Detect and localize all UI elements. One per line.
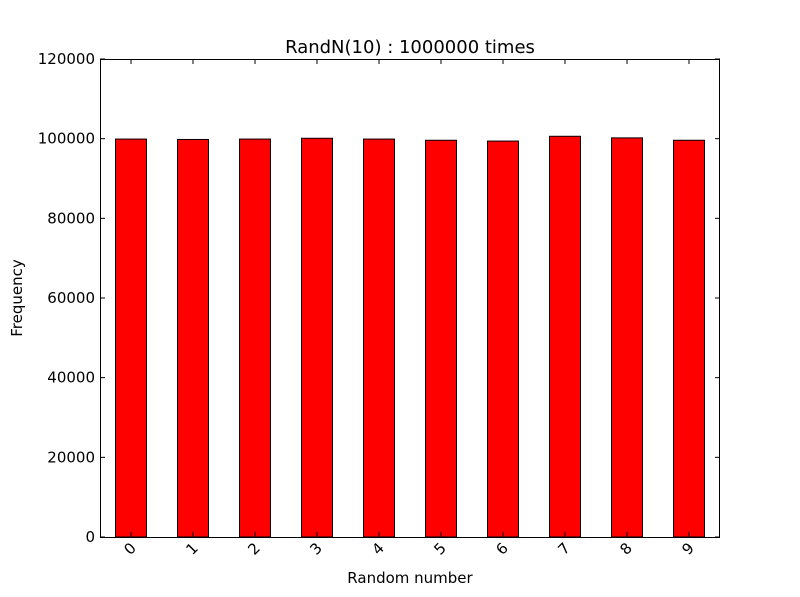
- y-tick-label: 120000: [38, 50, 95, 68]
- chart-title: RandN(10) : 1000000 times: [285, 37, 535, 58]
- x-tick-label: 0: [120, 539, 139, 558]
- y-tick-label: 40000: [47, 369, 95, 387]
- bar-2: [239, 138, 271, 538]
- y-tick-label: 20000: [47, 448, 95, 466]
- bars: [115, 135, 705, 538]
- x-tick-label: 4: [368, 539, 387, 558]
- y-tick-label: 100000: [38, 130, 95, 148]
- y-tick-label: 0: [85, 528, 95, 546]
- x-tick-label: 6: [492, 539, 511, 558]
- bar-7: [549, 135, 581, 538]
- plot-frame: [100, 59, 720, 538]
- bar-3: [301, 137, 333, 538]
- x-axis-label: Random number: [347, 569, 473, 587]
- y-tick-label: 80000: [47, 209, 95, 227]
- bar-4: [363, 138, 395, 538]
- x-tick-label: 9: [678, 539, 697, 558]
- bar-9: [673, 139, 705, 538]
- y-tick-label: 60000: [47, 289, 95, 307]
- bar-8: [611, 137, 643, 538]
- y-axis-label: Frequency: [8, 259, 26, 337]
- bar-0: [115, 138, 147, 538]
- x-tick-label: 2: [244, 539, 263, 558]
- x-tick-label: 1: [182, 539, 201, 558]
- y-axis-ticks: 0 20000 40000 60000 80000 100000 120000: [38, 50, 720, 546]
- bar-6: [487, 140, 519, 538]
- x-tick-label: 3: [306, 539, 325, 558]
- x-tick-label: 5: [430, 539, 449, 558]
- x-tick-label: 8: [616, 539, 635, 558]
- x-tick-label: 7: [554, 539, 573, 558]
- bar-5: [425, 139, 457, 538]
- bar-1: [177, 138, 209, 538]
